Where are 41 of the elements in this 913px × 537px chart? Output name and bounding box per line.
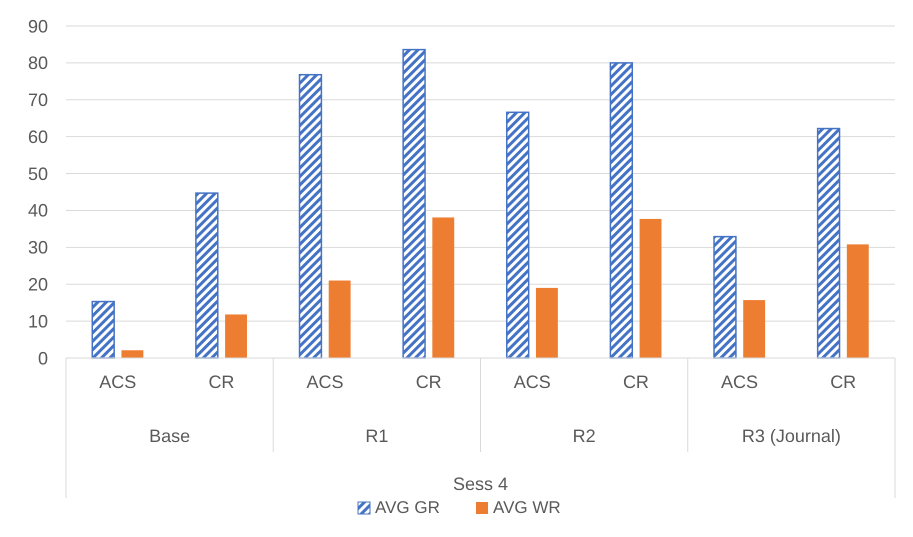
x-tick-label: ACS (514, 372, 551, 392)
bar (713, 236, 737, 359)
bar (816, 128, 840, 359)
bar (195, 192, 219, 359)
bar (846, 244, 869, 358)
y-tick-label: 80 (28, 53, 48, 74)
bar (121, 350, 144, 358)
bar (328, 280, 351, 358)
legend-label: AVG WR (493, 498, 561, 517)
bar (92, 300, 115, 359)
bar (640, 218, 662, 358)
text: Base (149, 426, 190, 446)
x-tick-label: CR (830, 372, 856, 392)
bar (536, 288, 558, 358)
y-tick-label: 10 (28, 311, 48, 332)
x-tick-label: CR (208, 372, 234, 392)
bar (225, 314, 247, 358)
y-tick-label: 40 (28, 200, 48, 221)
x-tick-label: CR (622, 372, 649, 392)
x-axis-title: Sess 4 (452, 474, 508, 494)
bar (402, 48, 426, 359)
x-tick-label: ACS (721, 372, 758, 392)
legend-label: AVG GR (375, 498, 440, 517)
y-tick-label: 20 (28, 274, 48, 295)
y-tick-label: 0 (38, 348, 48, 368)
bar (298, 74, 322, 359)
y-tick-label: 60 (28, 126, 48, 147)
y-tick-label: 70 (28, 90, 48, 110)
y-tick-label: 90 (28, 16, 48, 36)
bar (506, 112, 530, 359)
x-tick-label: ACS (99, 372, 136, 392)
y-tick-label: 50 (28, 164, 48, 184)
bar (610, 62, 634, 359)
text: R2 (572, 426, 596, 446)
x-tick-label: CR (416, 372, 442, 392)
x-tick-label: ACS (306, 372, 344, 392)
bar (743, 300, 766, 358)
text: R3 (Journal) (742, 426, 841, 446)
y-tick-label: 30 (28, 238, 48, 258)
bar (432, 217, 454, 358)
text: R1 (365, 426, 388, 446)
